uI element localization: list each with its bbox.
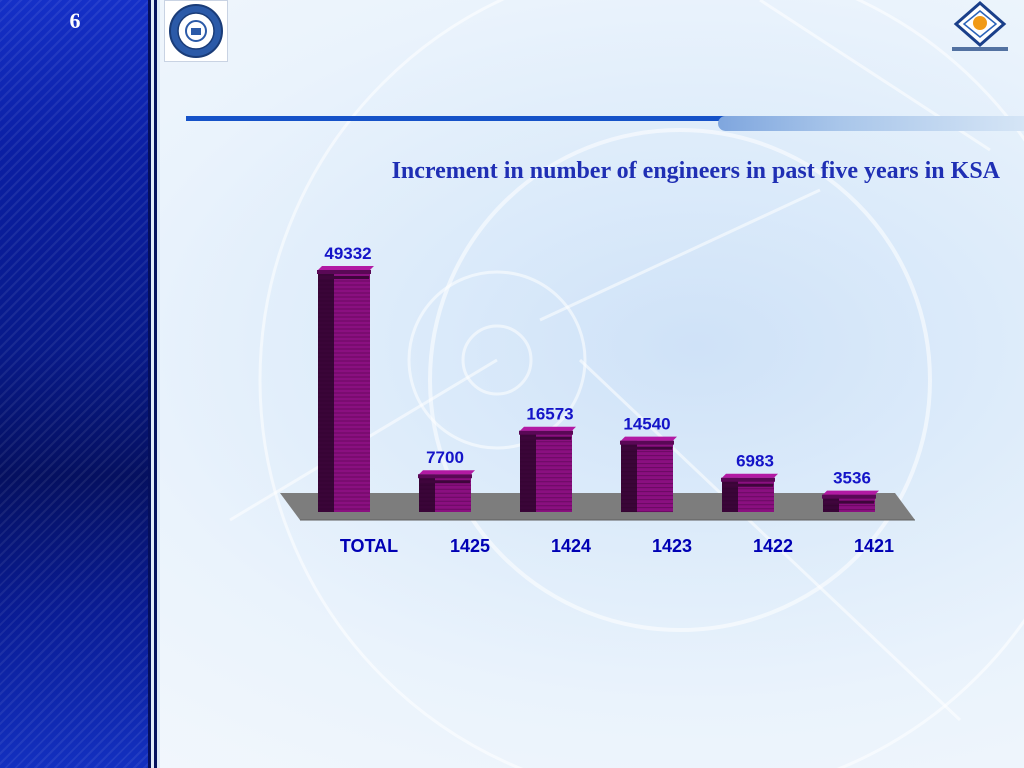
x-tick-label: 1421 xyxy=(854,536,894,556)
sidebar-edge xyxy=(151,0,154,768)
data-label: 14540 xyxy=(623,415,670,434)
x-tick-label: 1425 xyxy=(450,536,490,556)
bar-cap-line xyxy=(622,446,672,450)
data-label: 3536 xyxy=(833,469,871,488)
bar-1424 xyxy=(519,426,576,512)
x-tick-label: TOTAL xyxy=(340,536,398,556)
bar-cap-line xyxy=(824,500,874,504)
sidebar-edge xyxy=(157,0,160,768)
x-tick-label: 1424 xyxy=(551,536,591,556)
bar-1421 xyxy=(822,490,879,512)
bar-cap-edge xyxy=(620,440,674,445)
bar-front xyxy=(536,430,572,512)
bar-1423 xyxy=(620,436,677,513)
bar-cap-line xyxy=(723,483,773,487)
slide-number: 6 xyxy=(69,8,81,33)
sidebar-edge xyxy=(148,0,151,768)
bar-cap-edge xyxy=(418,474,472,479)
bar-1425 xyxy=(418,470,475,512)
bar-top xyxy=(823,490,879,495)
header-rule-tail xyxy=(718,116,1024,131)
bar-cap-edge xyxy=(519,430,573,435)
data-label: 49332 xyxy=(324,244,371,263)
x-tick-label: 1422 xyxy=(753,536,793,556)
sidebar-band xyxy=(0,0,152,768)
bar-top xyxy=(621,436,677,441)
data-label: 16573 xyxy=(526,405,573,424)
saudi-council-engineers-icon xyxy=(940,0,1020,64)
bar-cap-line xyxy=(521,436,571,440)
university-seal-icon xyxy=(164,0,228,62)
data-label: 6983 xyxy=(736,452,774,471)
sidebar-edge xyxy=(154,0,157,768)
bar-front xyxy=(637,440,673,512)
bar-side xyxy=(520,430,536,512)
bar-top xyxy=(419,470,475,475)
bar-cap-edge xyxy=(822,494,876,499)
data-label: 7700 xyxy=(426,448,464,467)
bar-side xyxy=(722,477,738,512)
bar-top xyxy=(318,266,374,270)
bar-top xyxy=(520,426,576,431)
x-tick-label: 1423 xyxy=(652,536,692,556)
bar-side xyxy=(621,440,637,512)
bar-cap-line xyxy=(319,276,369,279)
chart-floor xyxy=(280,493,915,520)
bar-1422 xyxy=(721,473,778,512)
bar-front xyxy=(738,477,774,512)
header-rule xyxy=(186,116,726,121)
chart-title: Increment in number of engineers in past… xyxy=(391,158,1000,184)
bar-cap-edge xyxy=(317,270,371,274)
bar-top xyxy=(722,473,778,478)
bar-side xyxy=(419,474,435,512)
bar-front xyxy=(334,270,370,512)
bar-side xyxy=(318,270,334,512)
bar-cap-line xyxy=(420,480,470,484)
bar-total xyxy=(317,266,374,512)
bar-cap-edge xyxy=(721,477,775,482)
